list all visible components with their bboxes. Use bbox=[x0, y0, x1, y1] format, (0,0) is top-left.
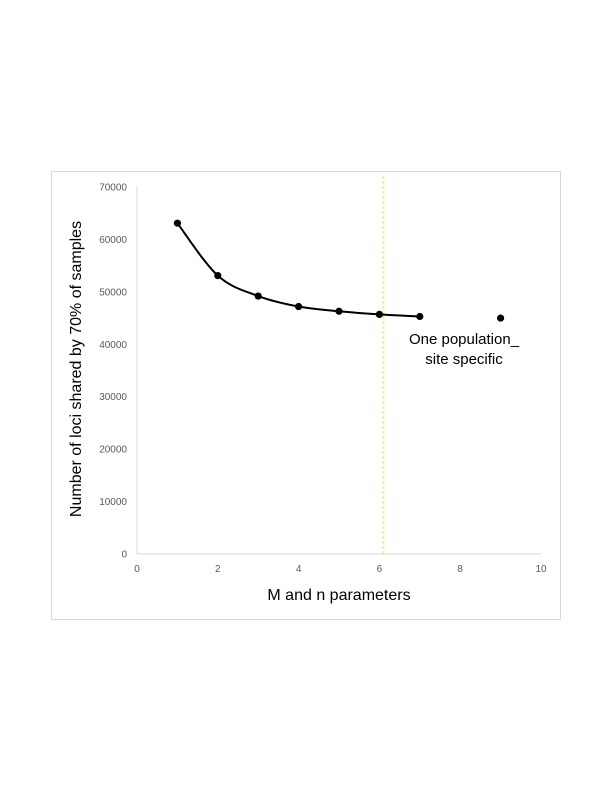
chart-svg: 0 10000 20000 30000 40000 50000 60000 70000 0 2 4 6… bbox=[68, 176, 547, 604]
x-tick-label: 10 bbox=[535, 564, 547, 575]
x-axis-title: M and n parameters bbox=[267, 587, 410, 604]
chart-frame: 0 10000 20000 30000 40000 50000 60000 70000 0 2 4 6… bbox=[51, 171, 561, 620]
annotation-line-2: site specific bbox=[425, 351, 503, 368]
y-tick-label: 20000 bbox=[99, 445, 127, 456]
y-tick-label: 0 bbox=[121, 550, 127, 561]
data-point bbox=[254, 292, 262, 300]
x-tick-label: 6 bbox=[377, 564, 383, 575]
y-axis-title: Number of loci shared by 70% of samples bbox=[68, 221, 85, 517]
y-tick-label: 50000 bbox=[99, 287, 127, 298]
x-tick-label: 2 bbox=[215, 564, 221, 575]
data-point bbox=[416, 312, 424, 321]
y-tick-label: 10000 bbox=[99, 497, 127, 508]
data-point bbox=[295, 302, 303, 311]
annotation-line-1: One population_ bbox=[409, 331, 520, 348]
y-tick-label: 30000 bbox=[99, 392, 127, 403]
y-tick-label: 70000 bbox=[99, 183, 127, 194]
y-tick-label: 60000 bbox=[99, 235, 127, 246]
x-tick-label: 4 bbox=[296, 564, 302, 575]
data-point bbox=[214, 272, 222, 280]
data-point bbox=[173, 219, 181, 227]
data-point bbox=[497, 314, 505, 322]
x-tick-label: 0 bbox=[134, 564, 140, 575]
x-tick-label: 8 bbox=[457, 564, 463, 575]
data-point bbox=[335, 307, 343, 315]
data-point bbox=[375, 310, 383, 319]
y-tick-label: 40000 bbox=[99, 340, 127, 351]
